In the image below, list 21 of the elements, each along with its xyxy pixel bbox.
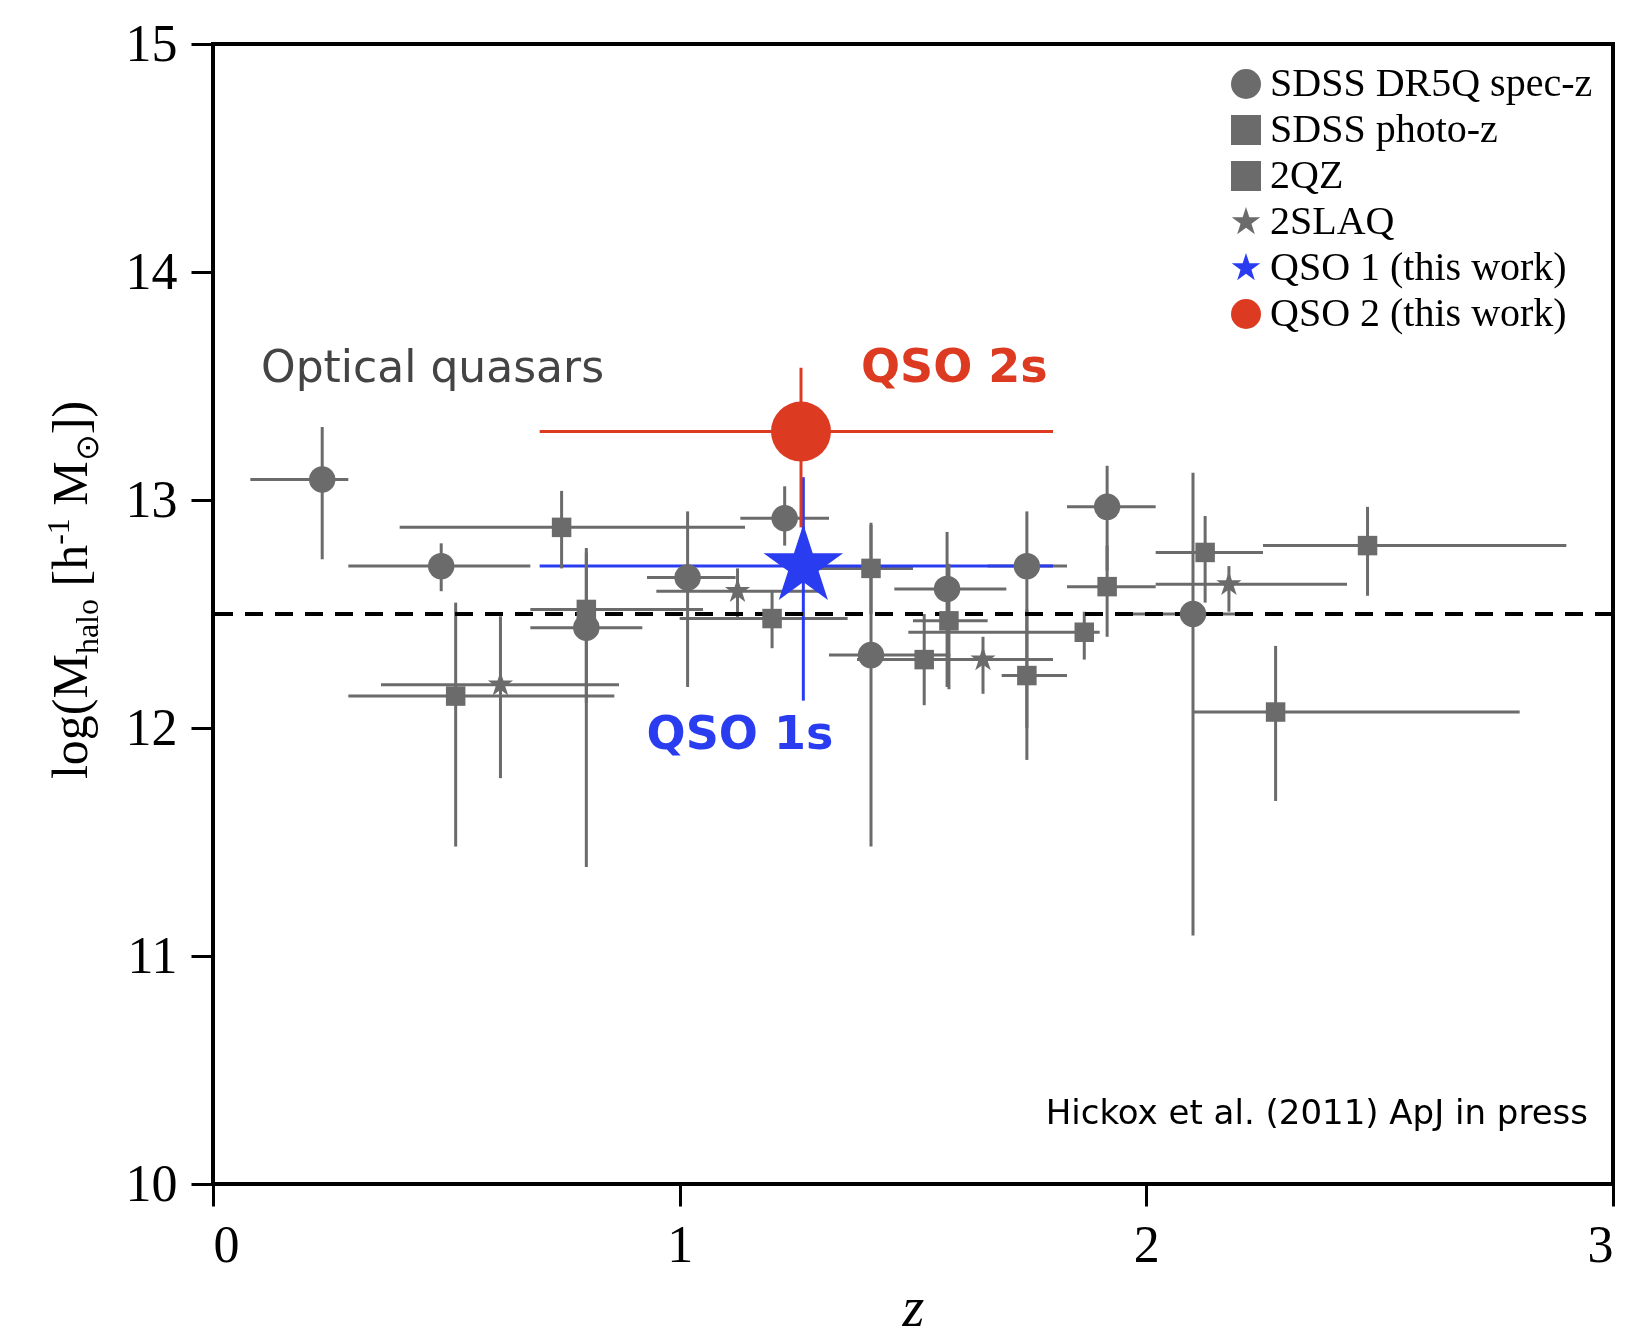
annotation: QSO 1s (646, 705, 834, 760)
legend-label: SDSS photo-z (1270, 106, 1498, 151)
x-tick-label: 0 (213, 1215, 240, 1273)
x-axis-title: z (901, 1275, 925, 1338)
annotation: Optical quasars (261, 341, 605, 392)
x-tick-label: 2 (1133, 1215, 1160, 1273)
y-tick-label: 14 (125, 242, 178, 300)
annotation: Hickox et al. (2011) ApJ in press (1045, 1092, 1588, 1132)
legend-label: 2QZ (1270, 152, 1344, 197)
y-tick-label: 15 (125, 14, 178, 72)
y-tick-label: 13 (125, 470, 178, 528)
x-tick-label: 3 (1587, 1215, 1614, 1273)
legend-label: QSO 2 (this work) (1270, 290, 1567, 335)
legend-label: QSO 1 (this work) (1270, 244, 1567, 289)
legend-label: SDSS DR5Q spec-z (1270, 60, 1593, 105)
x-tick-label: 1 (667, 1215, 694, 1273)
y-tick-label: 11 (127, 926, 178, 984)
y-tick-label: 10 (125, 1154, 178, 1212)
legend-label: 2SLAQ (1270, 198, 1395, 243)
y-tick-label: 12 (125, 698, 178, 756)
annotation: QSO 2s (861, 338, 1048, 393)
